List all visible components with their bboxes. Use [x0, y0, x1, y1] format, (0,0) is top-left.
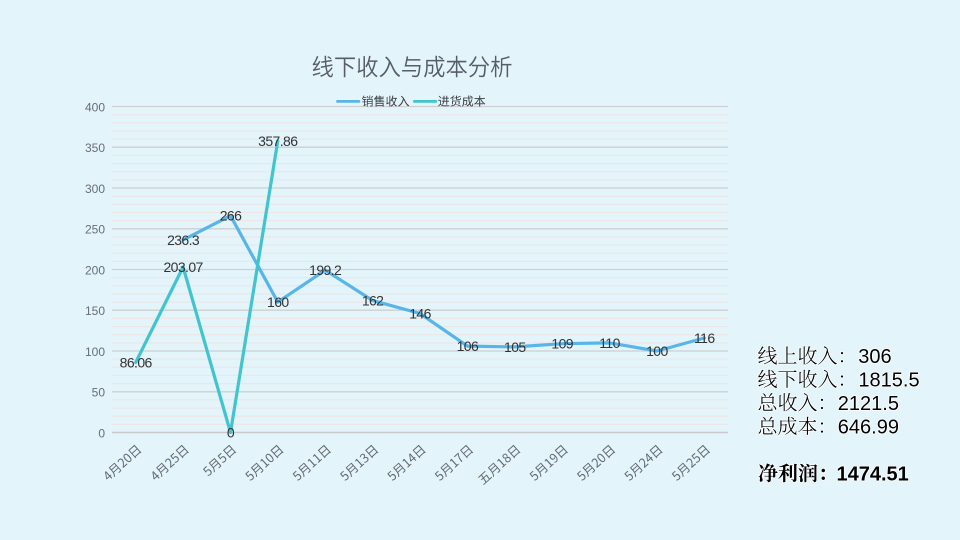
svg-text:300: 300: [85, 182, 105, 196]
svg-text:0: 0: [98, 426, 105, 440]
svg-text:1815.5: 1815.5: [858, 369, 919, 391]
svg-text:146: 146: [409, 306, 431, 322]
svg-text:0: 0: [227, 425, 235, 441]
svg-text:250: 250: [85, 223, 105, 237]
svg-text:162: 162: [362, 293, 384, 309]
svg-text:109: 109: [551, 336, 573, 352]
svg-text:116: 116: [694, 330, 715, 346]
svg-text:203.07: 203.07: [163, 259, 203, 275]
svg-text:150: 150: [85, 304, 105, 318]
svg-text:160: 160: [267, 294, 289, 310]
svg-text:199.2: 199.2: [309, 262, 342, 278]
svg-text:200: 200: [85, 263, 105, 277]
svg-text:100: 100: [646, 343, 668, 359]
svg-text:100: 100: [85, 345, 105, 359]
svg-text:106: 106: [457, 338, 479, 354]
svg-text:306: 306: [858, 346, 891, 368]
svg-text:50: 50: [92, 386, 106, 400]
svg-text:400: 400: [85, 100, 105, 114]
svg-text:2121.5: 2121.5: [838, 393, 899, 415]
svg-text:646.99: 646.99: [838, 416, 899, 438]
svg-text:350: 350: [85, 141, 105, 155]
svg-text:105: 105: [504, 339, 526, 355]
svg-text:266: 266: [220, 208, 242, 224]
svg-text:110: 110: [599, 335, 620, 351]
svg-text:1474.51: 1474.51: [837, 464, 909, 486]
svg-text:236.3: 236.3: [167, 232, 200, 248]
svg-text:86.06: 86.06: [120, 354, 153, 370]
svg-text:357.86: 357.86: [258, 133, 298, 149]
